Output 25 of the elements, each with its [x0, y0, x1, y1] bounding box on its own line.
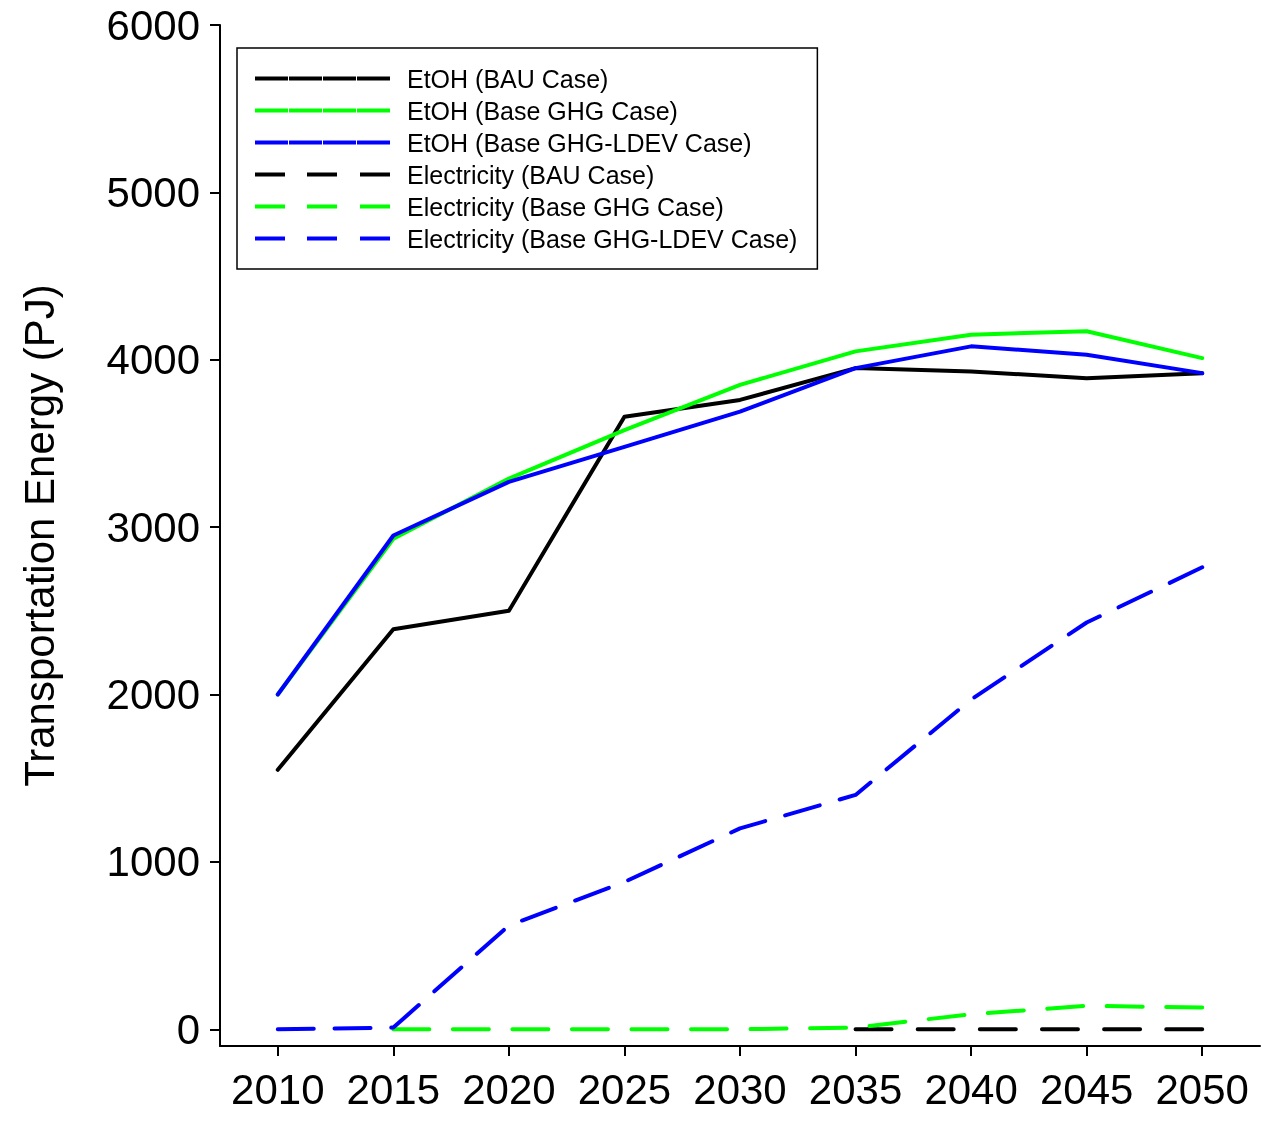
y-tick-label: 5000	[106, 168, 200, 216]
x-tick-label: 2020	[462, 1065, 556, 1113]
x-tick-label: 2050	[1155, 1065, 1249, 1113]
x-tick-label: 2035	[808, 1065, 903, 1113]
x-tick-label: 2040	[924, 1065, 1018, 1113]
y-tick-label: 4000	[106, 336, 200, 384]
y-tick-label: 1000	[106, 838, 200, 886]
line-series	[275, 565, 1205, 1032]
y-tick-label: 2000	[106, 671, 200, 719]
legend-label: EtOH (Base GHG-LDEV Case)	[407, 128, 752, 157]
x-tick-label: 2010	[231, 1065, 325, 1113]
y-tick-label: 6000	[106, 1, 200, 49]
x-tick-label: 2030	[693, 1065, 787, 1113]
legend-label: Electricity (BAU Case)	[407, 160, 655, 189]
x-tick-label: 2025	[577, 1065, 672, 1113]
y-tick-label: 3000	[106, 503, 200, 551]
legend-label: EtOH (BAU Case)	[407, 64, 609, 93]
line-series	[391, 1003, 1205, 1032]
x-tick-label: 2045	[1039, 1065, 1134, 1113]
legend-label: Electricity (Base GHG Case)	[407, 192, 724, 221]
legend-label: EtOH (Base GHG Case)	[407, 96, 678, 125]
y-tick-label: 0	[176, 1005, 200, 1053]
y-axis-title: Transportation Energy (PJ)	[15, 284, 63, 787]
legend-label: Electricity (Base GHG-LDEV Case)	[407, 224, 798, 253]
x-tick-label: 2015	[346, 1065, 441, 1113]
